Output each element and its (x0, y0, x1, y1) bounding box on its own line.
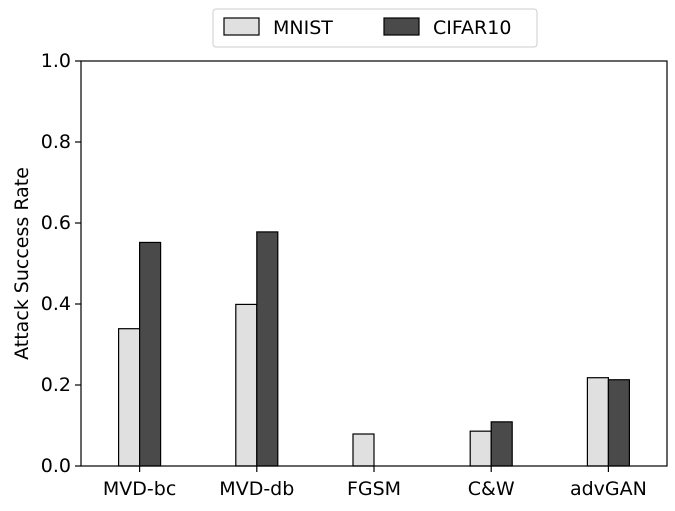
bar-mnist-advgan (586, 377, 610, 467)
legend-label-mnist: MNIST (273, 17, 333, 39)
legend-box (212, 8, 538, 48)
bar-mnist-mvd-db (235, 303, 258, 467)
x-tick-label: MVD-bc (103, 478, 176, 500)
y-tick-label: 0.2 (41, 374, 71, 396)
legend-swatch-mnist (223, 17, 260, 36)
y-tick-label: 0.6 (41, 212, 71, 234)
bar-mnist-fgsm (352, 433, 375, 467)
plot-frame (80, 60, 668, 467)
bar-mnist-mvd-bc (117, 328, 141, 467)
y-tick-label: 1.0 (41, 50, 71, 72)
x-tick-label: MVD-db (219, 478, 294, 500)
x-tick-label: FGSM (347, 478, 401, 500)
y-tick-label: 0.8 (41, 131, 71, 153)
y-tick-label: 0.4 (41, 293, 71, 315)
x-tick-label: C&W (468, 478, 515, 500)
y-tick-label: 0.0 (41, 455, 71, 477)
legend-label-cifar10: CIFAR10 (433, 17, 511, 39)
bars-group (117, 231, 631, 467)
bar-mnist-c-w (469, 430, 492, 467)
bar-cifar10-mvd-db (256, 231, 279, 467)
legend: MNIST CIFAR10 (212, 8, 538, 48)
y-axis-label: Attack Success Rate (11, 167, 33, 360)
legend-swatch-cifar10 (383, 17, 420, 36)
x-tick-label: advGAN (570, 478, 647, 500)
axes-group: 0.0 0.2 0.4 0.6 0.8 1.0 MVD-bc MVD-db FGSM C&W adv… (11, 50, 668, 500)
bar-cifar10-mvd-bc (139, 241, 162, 467)
bar-cifar10-advgan (607, 379, 631, 467)
bar-cifar10-c-w (490, 421, 513, 467)
